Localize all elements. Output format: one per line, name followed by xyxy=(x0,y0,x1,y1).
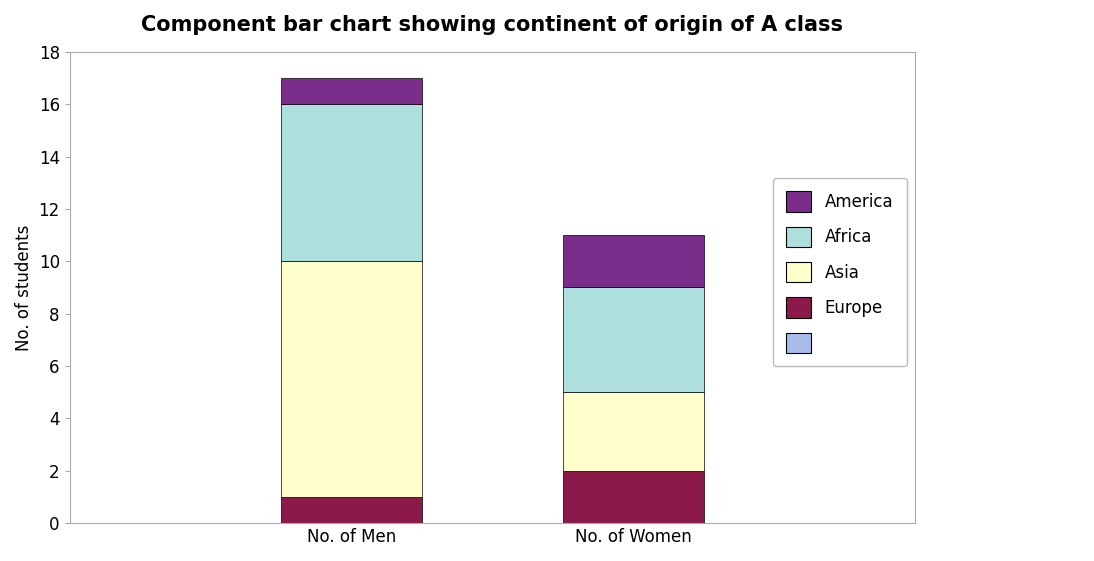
Bar xyxy=(281,497,422,523)
Legend: America, Africa, Asia, Europe, : America, Africa, Asia, Europe, xyxy=(773,178,907,366)
Y-axis label: No. of students: No. of students xyxy=(15,224,33,351)
Bar xyxy=(281,78,422,104)
Bar xyxy=(281,104,422,261)
Bar xyxy=(562,287,703,392)
Bar xyxy=(562,392,703,471)
Bar xyxy=(562,471,703,523)
Bar xyxy=(281,261,422,497)
Bar xyxy=(562,235,703,287)
Title: Component bar chart showing continent of origin of A class: Component bar chart showing continent of… xyxy=(141,15,843,35)
